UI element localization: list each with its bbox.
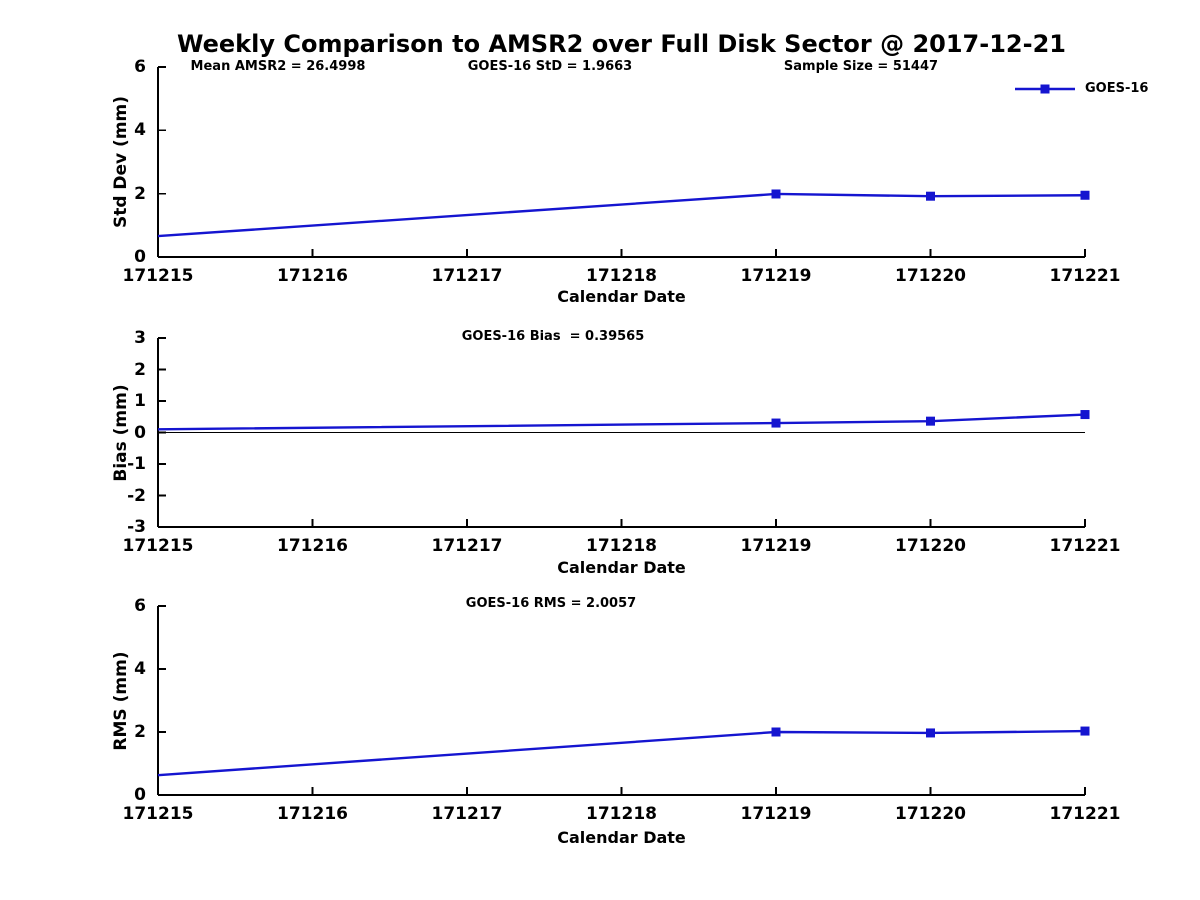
- legend-marker-icon: [1040, 84, 1050, 94]
- x-axis-label: Calendar Date: [557, 287, 686, 306]
- data-point-marker: [1080, 410, 1090, 420]
- y-axis-label: RMS (mm): [111, 650, 131, 751]
- legend: GOES-16: [1014, 82, 1148, 96]
- data-point-marker: [771, 727, 781, 737]
- plot-area: [157, 66, 1090, 258]
- y-tick-label: 0: [134, 247, 146, 267]
- data-point-marker: [1080, 726, 1090, 736]
- header-annotation: Sample Size = 51447: [783, 59, 939, 74]
- series-line: [157, 192, 1086, 238]
- data-point-marker: [771, 189, 781, 199]
- legend-line-sample: [1015, 84, 1075, 94]
- x-tick-label: 171219: [740, 804, 812, 824]
- x-tick-label: 171221: [1049, 536, 1121, 556]
- y-tick-label: -3: [127, 517, 146, 537]
- x-tick-label: 171216: [277, 804, 348, 824]
- y-axis-label: Bias (mm): [111, 383, 131, 482]
- series-line: [157, 413, 1086, 431]
- x-tick-label: 171215: [122, 804, 194, 824]
- figure-title: Weekly Comparison to AMSR2 over Full Dis…: [177, 30, 1066, 58]
- y-tick-label: 4: [134, 659, 146, 679]
- x-tick-label: 171220: [895, 804, 966, 824]
- x-tick-label: 171218: [586, 804, 657, 824]
- y-tick-label: 6: [134, 57, 146, 77]
- y-tick-label: -2: [127, 485, 146, 506]
- y-tick-label: 2: [134, 359, 146, 380]
- x-tick-label: 171217: [431, 804, 503, 824]
- x-tick-label: 171215: [122, 266, 194, 286]
- x-tick-label: 171219: [740, 536, 812, 556]
- y-tick-label: 2: [134, 722, 146, 742]
- legend-label: GOES-16: [1085, 81, 1149, 96]
- x-tick-label: 171221: [1049, 266, 1121, 286]
- x-axis-label: Calendar Date: [557, 828, 686, 847]
- subplot-annotation: GOES-16 Bias = 0.39565: [461, 329, 645, 344]
- y-tick-label: 3: [134, 328, 146, 348]
- x-tick-label: 171220: [895, 536, 966, 556]
- y-tick-label: 1: [134, 391, 146, 411]
- y-tick-label: 4: [134, 120, 146, 141]
- header-annotation: GOES-16 StD = 1.9663: [467, 59, 633, 74]
- data-point-marker: [926, 191, 935, 201]
- series-line: [157, 729, 1086, 777]
- x-tick-label: 171216: [277, 266, 348, 286]
- x-tick-label: 171218: [586, 266, 657, 286]
- x-tick-label: 171218: [586, 536, 657, 556]
- data-point-marker: [926, 728, 935, 738]
- plot-area: [157, 605, 1090, 796]
- y-tick-label: 6: [134, 596, 146, 616]
- y-tick-label: 0: [134, 422, 146, 443]
- x-tick-label: 171216: [277, 536, 348, 556]
- header-annotation: Mean AMSR2 = 26.4998: [190, 59, 366, 74]
- x-tick-label: 171221: [1049, 804, 1121, 824]
- x-tick-label: 171215: [122, 536, 194, 556]
- x-tick-label: 171219: [740, 266, 812, 286]
- data-point-marker: [926, 416, 935, 426]
- data-point-marker: [771, 418, 781, 428]
- y-tick-label: 0: [134, 785, 146, 805]
- y-tick-label: -1: [127, 454, 146, 474]
- y-axis-label: Std Dev (mm): [111, 95, 131, 229]
- plot-area: [157, 337, 1090, 528]
- x-axis-label: Calendar Date: [557, 558, 686, 577]
- subplot-annotation: GOES-16 RMS = 2.0057: [465, 596, 637, 611]
- x-tick-label: 171217: [431, 266, 503, 286]
- y-tick-label: 2: [134, 183, 146, 204]
- x-tick-label: 171220: [895, 266, 966, 286]
- data-point-marker: [1080, 190, 1090, 200]
- x-tick-label: 171217: [431, 536, 503, 556]
